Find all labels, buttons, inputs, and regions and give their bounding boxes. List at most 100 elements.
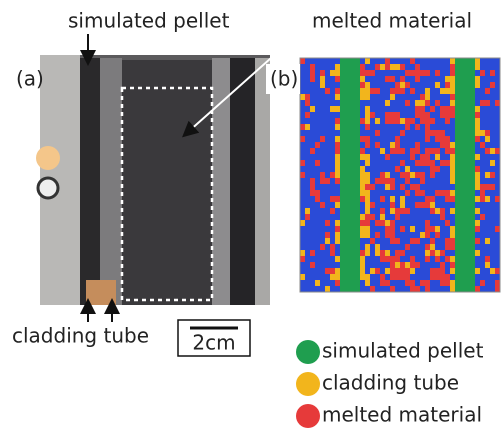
map-cell	[400, 280, 405, 286]
legend-marker	[296, 372, 320, 396]
map-cell	[415, 142, 420, 148]
map-cell	[310, 184, 315, 190]
map-cell	[445, 214, 450, 220]
map-cell	[375, 256, 380, 262]
map-cell	[390, 124, 395, 130]
map-cell	[435, 118, 440, 124]
map-cell	[310, 202, 315, 208]
map-cell	[300, 76, 305, 82]
map-cell	[305, 100, 310, 106]
map-cell	[475, 70, 480, 76]
map-cell	[465, 208, 470, 214]
map-cell	[340, 112, 345, 118]
map-cell	[485, 238, 490, 244]
map-cell	[325, 160, 330, 166]
map-cell	[475, 148, 480, 154]
map-cell	[440, 82, 445, 88]
map-cell	[430, 220, 435, 226]
map-cell	[485, 250, 490, 256]
map-cell	[490, 208, 495, 214]
map-cell	[380, 214, 385, 220]
map-cell	[455, 136, 460, 142]
map-cell	[335, 232, 340, 238]
map-cell	[340, 58, 345, 64]
map-cell	[335, 88, 340, 94]
map-cell	[300, 94, 305, 100]
map-cell	[315, 112, 320, 118]
map-cell	[405, 256, 410, 262]
map-cell	[360, 220, 365, 226]
map-cell	[375, 286, 380, 292]
map-cell	[395, 64, 400, 70]
map-cell	[350, 130, 355, 136]
map-cell	[460, 154, 465, 160]
map-cell	[410, 262, 415, 268]
map-cell	[470, 184, 475, 190]
map-cell	[430, 280, 435, 286]
map-cell	[415, 202, 420, 208]
map-cell	[420, 94, 425, 100]
map-cell	[420, 172, 425, 178]
map-cell	[305, 124, 310, 130]
map-cell	[495, 160, 500, 166]
map-cell	[360, 256, 365, 262]
map-cell	[360, 142, 365, 148]
map-cell	[300, 256, 305, 262]
map-cell	[420, 124, 425, 130]
map-cell	[475, 88, 480, 94]
map-cell	[330, 202, 335, 208]
map-cell	[365, 130, 370, 136]
map-cell	[345, 268, 350, 274]
map-cell	[385, 112, 390, 118]
map-cell	[460, 238, 465, 244]
map-cell	[480, 106, 485, 112]
map-cell	[365, 250, 370, 256]
map-cell	[455, 76, 460, 82]
map-cell	[415, 136, 420, 142]
map-cell	[365, 136, 370, 142]
map-cell	[340, 208, 345, 214]
map-cell	[450, 184, 455, 190]
map-cell	[470, 88, 475, 94]
map-cell	[300, 196, 305, 202]
map-cell	[340, 202, 345, 208]
map-cell	[450, 58, 455, 64]
map-cell	[405, 148, 410, 154]
map-cell	[360, 130, 365, 136]
map-cell	[435, 226, 440, 232]
map-cell	[355, 160, 360, 166]
map-cell	[475, 154, 480, 160]
map-cell	[355, 208, 360, 214]
map-cell	[360, 226, 365, 232]
map-cell	[310, 154, 315, 160]
map-cell	[430, 226, 435, 232]
map-cell	[305, 166, 310, 172]
map-cell	[315, 160, 320, 166]
map-cell	[455, 232, 460, 238]
map-cell	[350, 274, 355, 280]
map-cell	[485, 178, 490, 184]
map-cell	[460, 226, 465, 232]
map-cell	[450, 118, 455, 124]
map-cell	[350, 286, 355, 292]
map-cell	[430, 88, 435, 94]
map-cell	[410, 232, 415, 238]
map-cell	[415, 64, 420, 70]
map-cell	[370, 238, 375, 244]
map-cell	[475, 232, 480, 238]
map-cell	[340, 262, 345, 268]
map-cell	[340, 226, 345, 232]
map-cell	[465, 58, 470, 64]
map-cell	[355, 280, 360, 286]
map-cell	[365, 262, 370, 268]
map-cell	[300, 100, 305, 106]
map-cell	[445, 76, 450, 82]
map-cell	[315, 154, 320, 160]
map-cell	[300, 220, 305, 226]
map-cell	[335, 274, 340, 280]
map-cell	[320, 82, 325, 88]
map-cell	[380, 142, 385, 148]
map-cell	[390, 196, 395, 202]
map-cell	[395, 262, 400, 268]
map-cell	[335, 100, 340, 106]
